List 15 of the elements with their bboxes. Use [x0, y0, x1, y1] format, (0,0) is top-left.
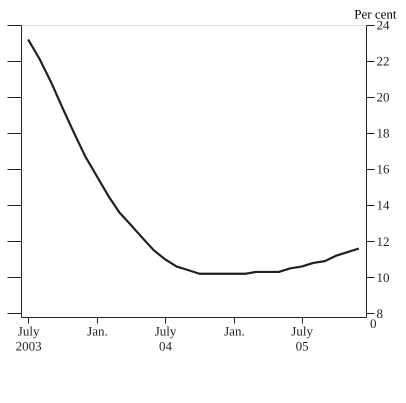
- x-tick-label: July 05: [291, 324, 314, 354]
- x-tick-label: July 04: [154, 324, 177, 354]
- y-tick-label: 22: [376, 54, 390, 69]
- y-tick-label: 20: [376, 90, 390, 105]
- y-tick-label: 10: [376, 270, 390, 285]
- y-tick-label: 16: [376, 162, 390, 177]
- x-tick-label: Jan.: [224, 324, 245, 338]
- x-tick-label: Jan.: [87, 324, 108, 338]
- x-tick-label: July 2003: [16, 324, 42, 354]
- text: 0: [370, 316, 376, 331]
- y-tick-label: 18: [376, 126, 390, 141]
- y-tick-label: 12: [376, 234, 390, 249]
- line-series: [27, 38, 360, 275]
- y-tick-label: 14: [376, 198, 390, 213]
- y-tick-label: 8: [376, 306, 383, 321]
